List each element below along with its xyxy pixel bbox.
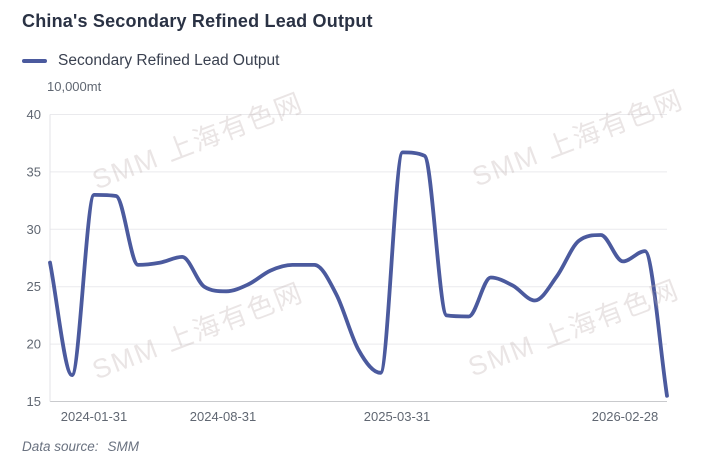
y-tick-label: 15 [27, 394, 41, 409]
x-tick-label: 2026-02-28 [592, 409, 659, 424]
data-source: Data source: SMM [22, 439, 139, 454]
legend-line-marker [22, 59, 47, 63]
y-tick-label: 30 [27, 222, 41, 237]
x-tick-label: 2024-01-31 [61, 409, 128, 424]
y-tick-label: 25 [27, 279, 41, 294]
legend-label: Secondary Refined Lead Output [58, 52, 280, 69]
x-tick-label: 2025-03-31 [364, 409, 431, 424]
y-tick-label: 20 [27, 337, 41, 352]
data-source-value: SMM [107, 439, 140, 454]
y-axis-unit-label: 10,000mt [47, 79, 102, 94]
x-tick-label: 2024-08-31 [190, 409, 257, 424]
y-tick-label: 40 [27, 107, 41, 122]
data-source-label: Data source: [22, 439, 99, 454]
page-title: China's Secondary Refined Lead Output [22, 11, 373, 31]
y-tick-label: 35 [27, 164, 41, 179]
legend-item[interactable]: Secondary Refined Lead Output [22, 51, 279, 71]
series-line[interactable] [48, 150, 669, 398]
